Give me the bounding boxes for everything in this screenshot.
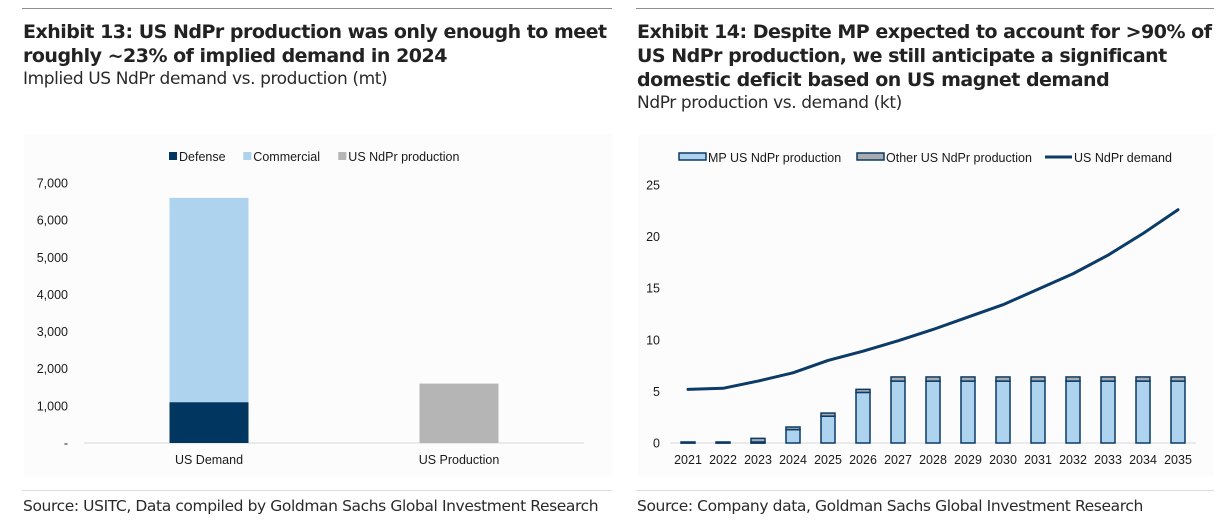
x-tick-label: 2026 [849,453,877,467]
legend-swatch-1 [243,152,252,160]
bar-mp-us-ndpr-production [820,415,836,444]
bar-other-us-ndpr-production [925,376,941,382]
x-tick-label: 2022 [709,453,737,467]
y-tick-label: 0 [653,437,660,451]
x-tick-label: US Production [419,453,500,467]
x-tick-label: 2034 [1129,453,1157,467]
bar-other-us-ndpr-production [890,376,906,382]
exhibit-14-panel: Exhibit 14: Despite MP expected to accou… [636,0,1214,526]
y-tick-label: 25 [646,179,660,193]
bar-defense [169,402,249,443]
bar-us-ndpr-production [419,383,499,443]
y-tick-label: - [64,437,68,451]
x-tick-label: 2033 [1094,453,1122,467]
bar-mp-us-ndpr-production [1100,380,1116,444]
legend-label: US NdPr production [348,150,459,164]
legend-label: Commercial [253,150,320,164]
bar-other-us-ndpr-production [1135,376,1151,382]
bar-other-us-ndpr-production [715,441,731,444]
legend-label: US NdPr demand [1074,151,1172,165]
exhibit-13-chart: Defense Commercial US NdPr production - 1,00… [37,150,584,467]
exhibit-14-chart: MP US NdPr production Other US NdPr produ… [646,151,1196,467]
y-tick-label: 1,000 [37,399,68,413]
y-tick-label: 5 [653,385,660,399]
demand-line [686,208,1180,391]
y-tick-label: 20 [646,230,660,244]
chart-area [24,134,612,476]
bottom-divider [636,490,1214,491]
exhibit-13-panel: Exhibit 13: US NdPr production was only … [22,0,612,526]
bar-commercial [169,197,249,403]
y-tick-label: 5,000 [37,251,68,265]
bar-other-us-ndpr-production [785,426,801,431]
legend-swatch-1 [856,152,885,161]
bar-mp-us-ndpr-production [1030,380,1046,444]
top-divider [636,8,1214,9]
bar-mp-us-ndpr-production [1065,380,1081,444]
bar-mp-us-ndpr-production [960,380,976,444]
x-tick-label: 2021 [674,453,702,467]
bar-mp-us-ndpr-production [890,380,906,444]
y-tick-label: 3,000 [37,325,68,339]
x-tick-label: 2025 [814,453,842,467]
y-tick-label: 2,000 [37,362,68,376]
x-tick-label: 2032 [1059,453,1087,467]
bar-other-us-ndpr-production [820,412,836,417]
top-divider [22,8,612,9]
source-note: Source: USITC, Data compiled by Goldman … [23,497,599,515]
exhibit-subtitle: Implied US NdPr demand vs. production (m… [23,69,388,89]
bar-other-us-ndpr-production [960,376,976,382]
exhibit-title: Exhibit 14: Despite MP expected to accou… [637,21,1212,91]
x-tick-label: US Demand [175,453,243,467]
bar-mp-us-ndpr-production [680,441,696,444]
x-tick-label: 2029 [954,453,982,467]
x-tick-label: 2028 [919,453,947,467]
bar-other-us-ndpr-production [1030,376,1046,382]
bar-mp-us-ndpr-production [995,380,1011,444]
bar-mp-us-ndpr-production [855,391,871,444]
y-tick-label: 7,000 [37,177,68,191]
x-tick-label: 2031 [1024,453,1052,467]
y-tick-label: 10 [646,333,660,347]
exhibit-subtitle: NdPr production vs. demand (kt) [637,93,902,113]
legend-swatch-2 [338,152,347,160]
x-tick-label: 2027 [884,453,912,467]
bar-other-us-ndpr-production [750,437,766,443]
bar-mp-us-ndpr-production [1170,380,1186,444]
legend-swatch-0 [169,152,177,160]
bar-other-us-ndpr-production [995,376,1011,382]
y-tick-label: 15 [646,282,660,296]
bar-other-us-ndpr-production [855,388,871,394]
exhibit-title: Exhibit 13: US NdPr production was only … [23,21,607,67]
bar-mp-us-ndpr-production [785,428,801,444]
legend-label: Defense [179,150,226,164]
bar-other-us-ndpr-production [1065,376,1081,382]
bottom-divider [22,490,612,491]
y-tick-label: 4,000 [37,288,68,302]
legend-label: MP US NdPr production [708,151,841,165]
legend-swatch-0 [678,152,707,161]
x-tick-label: 2035 [1164,453,1192,467]
x-tick-label: 2023 [744,453,772,467]
bar-other-us-ndpr-production [1170,376,1186,382]
bar-mp-us-ndpr-production [925,380,941,444]
source-note: Source: Company data, Goldman Sachs Glob… [637,497,1143,515]
y-tick-label: 6,000 [37,214,68,228]
legend-label: Other US NdPr production [886,151,1032,165]
bar-mp-us-ndpr-production [1135,380,1151,444]
x-tick-label: 2030 [989,453,1017,467]
x-tick-label: 2024 [779,453,807,467]
bar-other-us-ndpr-production [1100,376,1116,382]
